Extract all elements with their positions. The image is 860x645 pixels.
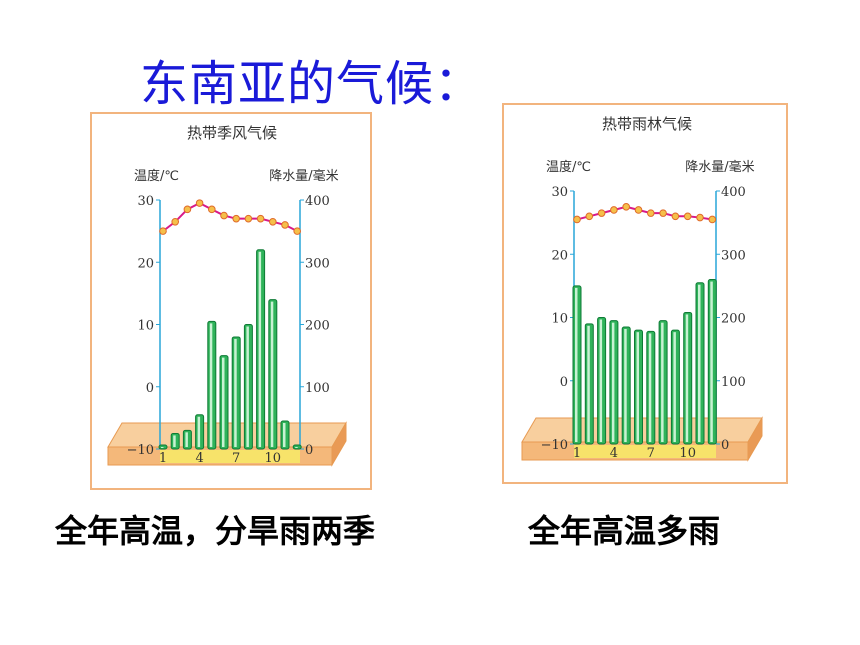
y-right-axis-label: 降水量/毫米 <box>685 159 754 175</box>
temperature-point <box>159 227 167 235</box>
x-tick-label: 7 <box>232 451 240 466</box>
temperature-point <box>573 215 581 224</box>
temperature-line <box>576 205 713 221</box>
page-title: 东南亚的气候： <box>140 56 484 112</box>
precipitation-bar-highlight <box>611 322 615 442</box>
y-right-tick-label: 300 <box>305 256 330 271</box>
temperature-point <box>220 211 228 220</box>
temperature-point <box>683 212 692 221</box>
y-left-tick-label: 0 <box>146 381 154 396</box>
temperature-point <box>597 209 606 217</box>
precipitation-bar-highlight <box>283 422 286 447</box>
y-right-tick-label: 0 <box>305 443 313 458</box>
y-right-tick-label: 300 <box>721 248 746 263</box>
y-left-tick-label: −10 <box>541 438 568 453</box>
y-right-tick-label: 0 <box>721 438 729 453</box>
y-right-axis-label: 降水量/毫米 <box>269 168 338 184</box>
precipitation-bar-highlight <box>710 281 713 442</box>
y-left-tick-label: 10 <box>551 312 568 327</box>
x-tick-label: 4 <box>610 446 618 461</box>
temperature-point <box>232 214 240 223</box>
temperature-point <box>708 215 717 224</box>
temperature-point <box>671 212 680 221</box>
precipitation-bar-highlight <box>661 322 664 442</box>
x-tick-label: 10 <box>265 451 282 466</box>
y-left-tick-label: 20 <box>137 256 154 271</box>
temperature-point <box>634 206 643 214</box>
temperature-point <box>281 221 289 229</box>
y-left-tick-label: −10 <box>127 443 154 458</box>
x-axis-band <box>574 445 716 458</box>
y-left-axis-label: 温度/℃ <box>546 159 591 175</box>
precipitation-bar-highlight <box>587 325 590 442</box>
precipitation-bar-highlight <box>295 447 298 448</box>
monsoon-caption: 全年高温，分旱雨两季 <box>55 512 376 550</box>
precipitation-bar-highlight <box>222 357 225 447</box>
precipitation-bar-highlight <box>636 332 639 442</box>
monsoon-climate-chart-panel: 热带季风气候 温度/℃ 降水量/毫米 30 20 10 0 −10 400 300 200 100 0 1… <box>90 112 372 490</box>
y-left-tick-label: 30 <box>551 185 568 200</box>
x-tick-label: 10 <box>679 446 696 461</box>
temperature-point <box>293 227 301 235</box>
y-right-tick-label: 200 <box>305 319 330 334</box>
precipitation-bar-highlight <box>197 416 201 447</box>
rainforest-climate-chart-panel: 热带雨林气候 温度/℃ 降水量/毫米 30 20 10 0 −10 400 300 200 100 0 1… <box>502 103 788 484</box>
x-axis-band <box>160 450 300 463</box>
temperature-point <box>585 212 594 221</box>
y-right-tick-label: 100 <box>721 375 746 390</box>
y-left-axis-label: 温度/℃ <box>134 168 179 184</box>
y-right-tick-label: 400 <box>305 194 330 209</box>
x-tick-label: 4 <box>195 451 203 466</box>
precipitation-bar-highlight <box>234 338 237 447</box>
y-left-tick-label: 10 <box>137 319 154 334</box>
temperature-point <box>171 217 179 226</box>
base-plate-side <box>747 416 763 462</box>
precipitation-bar-highlight <box>648 333 652 442</box>
precipitation-bar-highlight <box>599 319 603 442</box>
chart-title: 热带雨林气候 <box>602 115 692 133</box>
temperature-point <box>195 199 204 207</box>
precipitation-bar-highlight <box>698 284 701 442</box>
x-tick-label: 1 <box>573 446 581 461</box>
y-right-tick-label: 200 <box>721 312 746 327</box>
precipitation-bar-highlight <box>246 326 249 447</box>
temperature-line <box>162 201 298 233</box>
y-left-tick-label: 30 <box>137 194 154 209</box>
precipitation-bar-highlight <box>258 251 262 447</box>
chart-title: 热带季风气候 <box>187 124 277 142</box>
temperature-point <box>208 205 216 214</box>
precipitation-bar-highlight <box>209 323 213 447</box>
precipitation-bar-highlight <box>673 332 676 442</box>
temperature-point <box>244 214 253 223</box>
x-tick-label: 7 <box>647 446 655 461</box>
temperature-point <box>659 209 667 217</box>
rainforest-caption: 全年高温多雨 <box>528 512 721 550</box>
precipitation-bar-highlight <box>270 301 274 447</box>
temperature-point <box>610 206 618 214</box>
temperature-point <box>256 214 265 223</box>
precipitation-bar-highlight <box>575 287 578 442</box>
precipitation-bar-highlight <box>173 435 176 447</box>
y-left-tick-label: 20 <box>551 248 568 263</box>
temperature-point <box>183 205 192 214</box>
temperature-point <box>647 209 655 217</box>
precipitation-bar-highlight <box>685 314 689 442</box>
base-plate-side <box>331 421 347 467</box>
precipitation-bar-highlight <box>161 447 164 448</box>
x-tick-label: 1 <box>159 451 167 466</box>
temperature-point <box>622 203 630 211</box>
precipitation-bar-highlight <box>624 328 627 442</box>
y-left-tick-label: 0 <box>560 375 568 390</box>
y-right-tick-label: 100 <box>305 381 330 396</box>
precipitation-bar-highlight <box>185 432 188 447</box>
temperature-point <box>269 217 277 226</box>
y-right-tick-label: 400 <box>721 185 746 200</box>
temperature-point <box>696 213 704 222</box>
